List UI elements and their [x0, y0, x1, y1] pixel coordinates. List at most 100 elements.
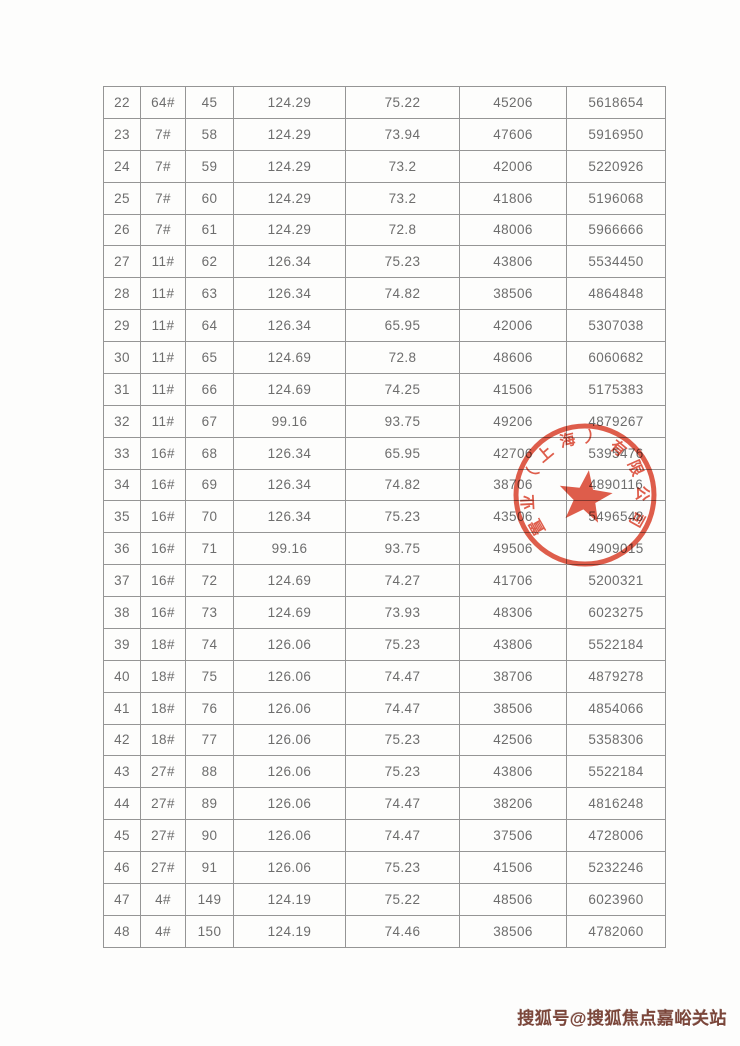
table-cell: 73.94: [345, 117, 460, 151]
table-cell: 7#: [140, 213, 186, 247]
table-cell: 74.47: [345, 819, 460, 852]
table-cell: 126.06: [233, 851, 346, 884]
table-cell: 91: [185, 851, 234, 884]
table-cell: 62: [185, 245, 234, 279]
table-cell: 74.82: [345, 277, 460, 311]
table-cell: 65.95: [345, 309, 460, 342]
table-cell: 126.34: [233, 500, 346, 534]
table-cell: 49206: [459, 404, 567, 438]
table-cell: 48: [103, 914, 141, 949]
table-cell: 26: [103, 213, 141, 247]
table-cell: 124.69: [233, 564, 346, 597]
table-cell: 4816248: [566, 787, 666, 821]
table-cell: 27#: [140, 819, 186, 852]
table-cell: 22: [103, 86, 141, 119]
table-cell: 150: [185, 914, 234, 949]
table-cell: 89: [185, 787, 234, 821]
table-cell: 7#: [140, 117, 186, 151]
table-cell: 6060682: [566, 341, 666, 374]
table-cell: 75.23: [345, 245, 460, 279]
table-cell: 74: [185, 627, 234, 661]
table-cell: 126.06: [233, 627, 346, 661]
table-cell: 49506: [459, 532, 567, 566]
table-cell: 65: [185, 341, 234, 374]
table-cell: 124.29: [233, 181, 346, 215]
table-cell: 43506: [459, 500, 567, 534]
table-cell: 18#: [140, 659, 186, 693]
table-cell: 4782060: [566, 914, 666, 949]
table-cell: 126.34: [233, 245, 346, 279]
table-row: 34 16# 69 126.34 74.82 38706 4890116: [103, 468, 666, 502]
table-cell: 37: [103, 564, 141, 597]
table-cell: 4728006: [566, 819, 666, 852]
table-cell: 25: [103, 181, 141, 215]
table-cell: 72.8: [345, 213, 460, 247]
table-cell: 11#: [140, 404, 186, 438]
table-cell: 68: [185, 436, 234, 470]
table-cell: 5175383: [566, 372, 666, 406]
table-cell: 32: [103, 404, 141, 438]
table-cell: 45: [185, 86, 234, 119]
table-cell: 24: [103, 149, 141, 183]
table-cell: 11#: [140, 341, 186, 374]
table-row: 31 11# 66 124.69 74.25 41506 5175383: [103, 372, 666, 406]
table-cell: 38506: [459, 277, 567, 311]
table-cell: 74.47: [345, 659, 460, 693]
table-cell: 93.75: [345, 532, 460, 566]
table-cell: 60: [185, 181, 234, 215]
table-cell: 33: [103, 436, 141, 470]
table-cell: 39: [103, 627, 141, 661]
table-cell: 38: [103, 596, 141, 629]
table-row: 27 11# 62 126.34 75.23 43806 5534450: [103, 245, 666, 279]
table-cell: 4890116: [566, 468, 666, 502]
table-cell: 35: [103, 500, 141, 534]
table-cell: 23: [103, 117, 141, 151]
table-cell: 124.29: [233, 86, 346, 119]
table-cell: 5966666: [566, 213, 666, 247]
table-cell: 5496548: [566, 500, 666, 534]
table-cell: 11#: [140, 245, 186, 279]
table-cell: 11#: [140, 277, 186, 311]
table-cell: 58: [185, 117, 234, 151]
table-cell: 38206: [459, 787, 567, 821]
table-cell: 59: [185, 149, 234, 183]
table-row: 45 27# 90 126.06 74.47 37506 4728006: [103, 819, 666, 852]
table-cell: 18#: [140, 691, 186, 725]
table-row: 44 27# 89 126.06 74.47 38206 4816248: [103, 787, 666, 821]
table-cell: 72.8: [345, 341, 460, 374]
table-cell: 75.23: [345, 723, 460, 757]
table-cell: 75.23: [345, 851, 460, 884]
table-row: 30 11# 65 124.69 72.8 48606 6060682: [103, 341, 666, 374]
table-cell: 5232246: [566, 851, 666, 884]
table-cell: 124.29: [233, 117, 346, 151]
table-cell: 41506: [459, 851, 567, 884]
table-cell: 124.29: [233, 213, 346, 247]
table-row: 35 16# 70 126.34 75.23 43506 5496548: [103, 500, 666, 534]
table-cell: 16#: [140, 500, 186, 534]
table-cell: 126.06: [233, 723, 346, 757]
table-cell: 90: [185, 819, 234, 852]
table-cell: 74.46: [345, 914, 460, 949]
table-cell: 27#: [140, 787, 186, 821]
table-cell: 45: [103, 819, 141, 852]
table-cell: 74.47: [345, 691, 460, 725]
table-cell: 18#: [140, 627, 186, 661]
table-cell: 126.06: [233, 659, 346, 693]
table-cell: 5618654: [566, 86, 666, 119]
table-cell: 126.34: [233, 436, 346, 470]
table-cell: 124.69: [233, 372, 346, 406]
table-cell: 63: [185, 277, 234, 311]
table-row: 28 11# 63 126.34 74.82 38506 4864848: [103, 277, 666, 311]
table-cell: 4879278: [566, 659, 666, 693]
table-cell: 40: [103, 659, 141, 693]
table-cell: 126.34: [233, 277, 346, 311]
table-row: 42 18# 77 126.06 75.23 42506 5358306: [103, 723, 666, 757]
table-cell: 5220926: [566, 149, 666, 183]
table-cell: 88: [185, 755, 234, 789]
table-cell: 38706: [459, 659, 567, 693]
table-cell: 124.69: [233, 596, 346, 629]
table-cell: 4#: [140, 882, 186, 916]
table-cell: 75.22: [345, 882, 460, 916]
table-cell: 47606: [459, 117, 567, 151]
